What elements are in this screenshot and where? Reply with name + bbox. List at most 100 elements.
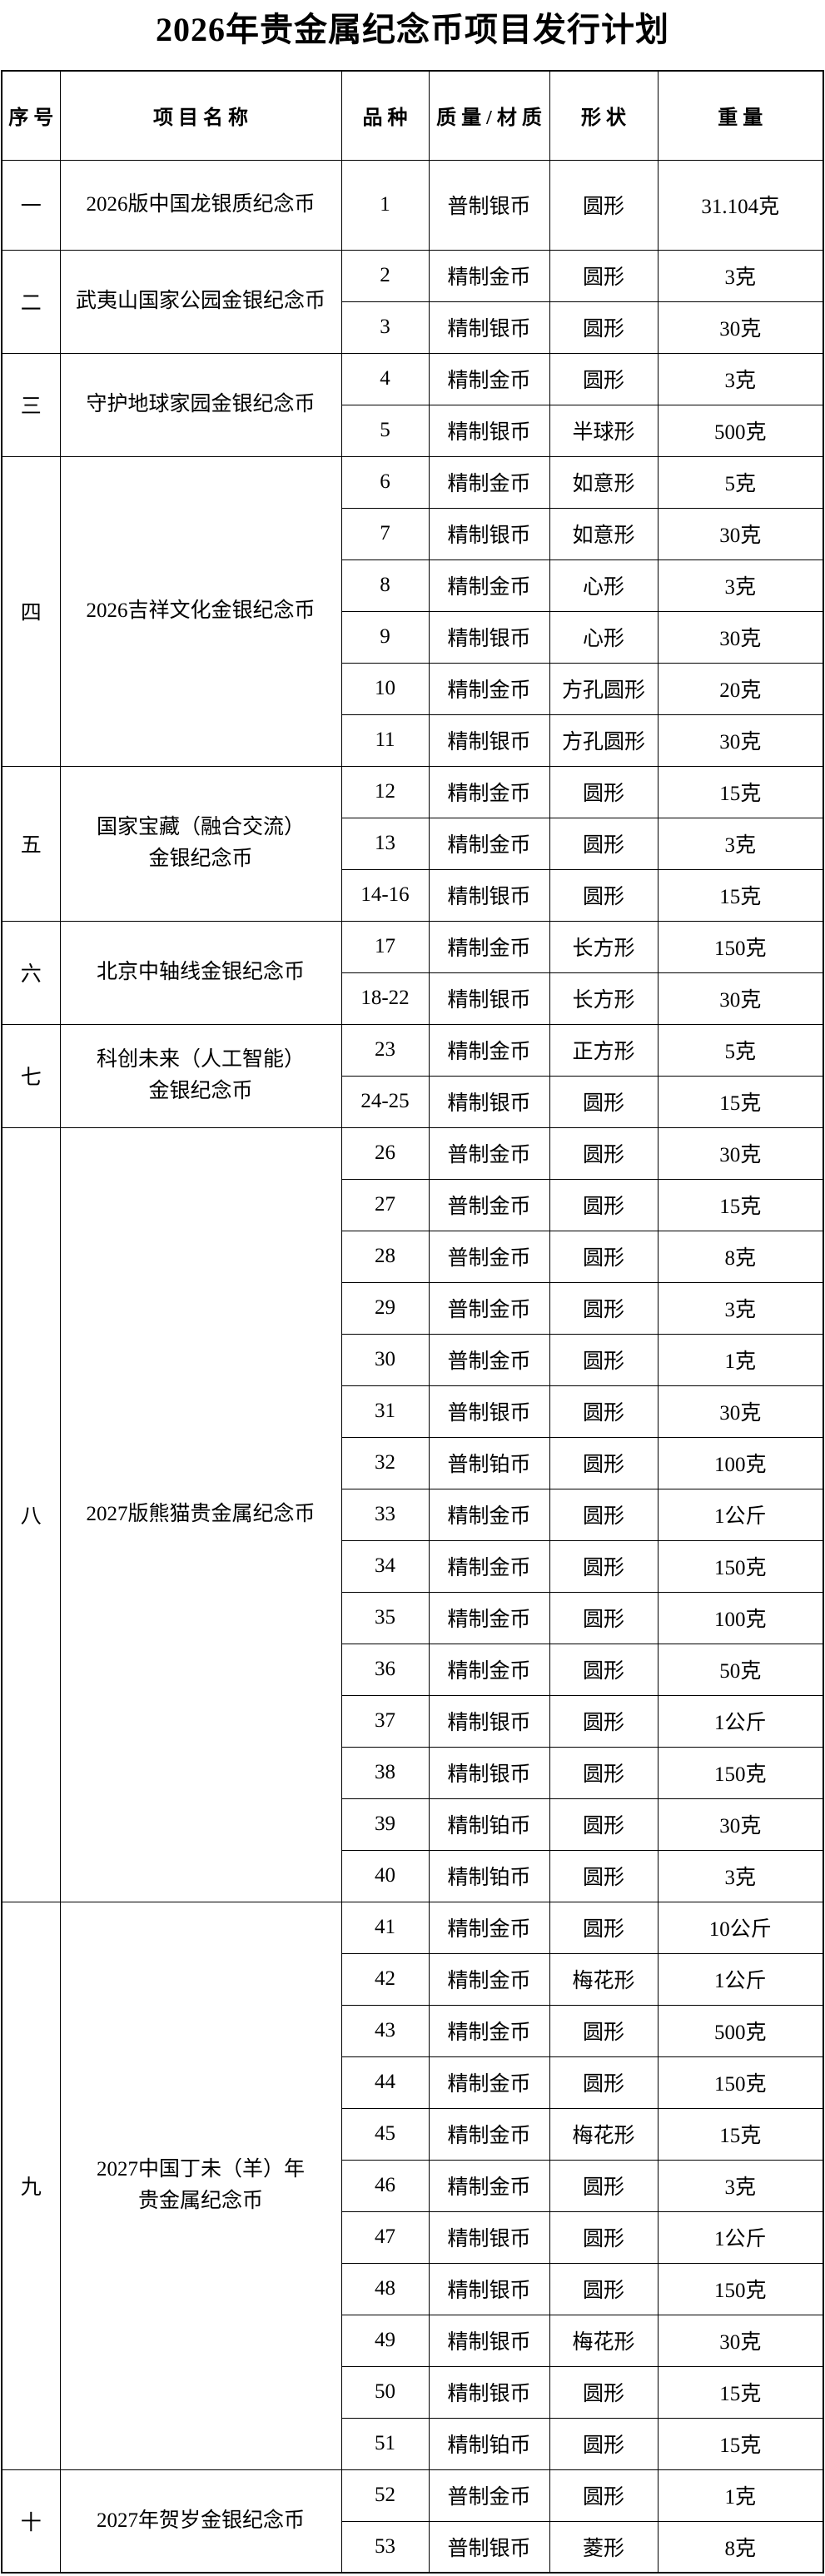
shape-cell: 圆形	[549, 352, 659, 405]
shape-cell: 梅花形	[549, 1952, 659, 2006]
variety-cell: 29	[340, 1281, 430, 1335]
variety-cell: 50	[340, 2365, 430, 2419]
weight-cell: 3克	[657, 352, 824, 405]
quality-material-cell: 精制金币	[428, 1643, 550, 1696]
variety-cell: 23	[340, 1023, 430, 1077]
table-row: 八 2027版熊猫贵金属纪念币 26 普制金币 圆形 30克	[1, 1126, 824, 1902]
weight-cell: 15克	[657, 868, 824, 922]
table-row: 49 精制银币 梅花形 30克	[2, 2314, 824, 2367]
variety-cell: 8	[340, 559, 430, 612]
table-row: 32 普制铂币 圆形 100克	[2, 1436, 824, 1489]
shape-cell: 圆形	[549, 1798, 659, 1851]
variety-cell: 48	[340, 2262, 430, 2315]
table-row: 38 精制银币 圆形 150克	[2, 1746, 824, 1799]
shape-cell: 如意形	[549, 507, 659, 560]
table-row: 13 精制金币 圆形 3克	[2, 817, 824, 870]
shape-cell: 圆形	[549, 1539, 659, 1593]
table-row: 29 普制金币 圆形 3克	[2, 1281, 824, 1335]
quality-material-cell: 精制银币	[428, 1694, 550, 1748]
quality-material-cell: 精制金币	[428, 1488, 550, 1541]
variety-cell: 43	[340, 2004, 430, 2057]
variety-cell: 39	[340, 1798, 430, 1851]
table-row: 3 精制银币 圆形 30克	[2, 301, 824, 354]
quality-material-cell: 精制银币	[428, 1746, 550, 1799]
weight-cell: 5克	[657, 455, 824, 509]
shape-cell: 圆形	[549, 1488, 659, 1541]
quality-material-cell: 精制金币	[428, 455, 550, 509]
shape-cell: 圆形	[549, 2417, 659, 2470]
quality-material-cell: 普制银币	[428, 2520, 550, 2574]
table-row: 47 精制银币 圆形 1公斤	[2, 2210, 824, 2264]
shape-cell: 圆形	[549, 1126, 659, 1180]
table-row: 43 精制金币 圆形 500克	[2, 2004, 824, 2057]
shape-cell: 心形	[549, 559, 659, 612]
variety-cell: 2	[340, 249, 430, 302]
quality-material-cell: 精制金币	[428, 1539, 550, 1593]
table-row: 37 精制银币 圆形 1公斤	[2, 1694, 824, 1748]
weight-cell: 30克	[657, 1385, 824, 1438]
quality-material-cell: 精制金币	[428, 920, 550, 973]
shape-cell: 圆形	[549, 1333, 659, 1386]
variety-cell: 1	[340, 159, 430, 251]
shape-cell: 圆形	[549, 249, 659, 302]
quality-material-cell: 普制金币	[428, 1230, 550, 1283]
weight-cell: 30克	[657, 1126, 824, 1180]
quality-material-cell: 精制银币	[428, 868, 550, 922]
header-serial-number: 序号	[1, 70, 61, 161]
quality-material-cell: 普制金币	[428, 1178, 550, 1231]
variety-cell: 32	[340, 1436, 430, 1489]
quality-material-cell: 普制金币	[428, 1126, 550, 1180]
section-index-cell: 一	[1, 159, 61, 251]
project-name-cell: 2027版熊猫贵金属纪念币	[59, 1126, 342, 1902]
weight-cell: 150克	[657, 1539, 824, 1593]
weight-cell: 1克	[657, 1333, 824, 1386]
variety-cell: 46	[340, 2159, 430, 2212]
table-row: 8 精制金币 心形 3克	[2, 559, 824, 612]
variety-cell: 41	[340, 1901, 430, 1954]
weight-cell: 1公斤	[657, 1694, 824, 1748]
table-body: 一 2026版中国龙银质纪念币 1 普制银币 圆形 31.104克二武夷山国家公园金银纪念…	[1, 159, 824, 2574]
quality-material-cell: 精制铂币	[428, 1849, 550, 1902]
table-row: 六北京中轴线金银纪念币 17 精制金币 长方形 150克	[1, 920, 824, 1025]
shape-cell: 方孔圆形	[549, 662, 659, 715]
variety-cell: 45	[340, 2107, 430, 2161]
shape-cell: 心形	[549, 610, 659, 664]
weight-cell: 20克	[657, 662, 824, 715]
weight-cell: 30克	[657, 2314, 824, 2367]
weight-cell: 31.104克	[657, 159, 824, 251]
table-row: 44 精制金币 圆形 150克	[2, 2056, 824, 2109]
table-row: 五国家宝藏（融合交流） 金银纪念币 12 精制金币 圆形 15克	[1, 765, 824, 922]
table-row: 9 精制银币 心形 30克	[2, 610, 824, 664]
quality-material-cell: 精制金币	[428, 559, 550, 612]
table-row: 48 精制银币 圆形 150克	[2, 2262, 824, 2315]
page: 2026年贵金属纪念币项目发行计划 序号 项目名称 品种 质量/材质 形状 重量…	[0, 10, 825, 2574]
table-row: 三守护地球家园金银纪念币 4 精制金币 圆形 3克	[1, 352, 824, 457]
variety-cell: 40	[340, 1849, 430, 1902]
project-name-cell: 国家宝藏（融合交流） 金银纪念币	[59, 765, 342, 922]
variety-cell: 36	[340, 1643, 430, 1696]
shape-cell: 圆形	[549, 2365, 659, 2419]
weight-cell: 3克	[657, 2159, 824, 2212]
table-row: 七科创未来（人工智能） 金银纪念币 23 精制金币 正方形 5克	[1, 1023, 824, 1128]
variety-cell: 37	[340, 1694, 430, 1748]
project-name-cell: 武夷山国家公园金银纪念币	[59, 249, 342, 354]
variety-cell: 4	[340, 352, 430, 405]
variety-cell: 42	[340, 1952, 430, 2006]
shape-cell: 圆形	[549, 2159, 659, 2212]
shape-cell: 圆形	[549, 817, 659, 870]
shape-cell: 圆形	[549, 1643, 659, 1696]
quality-material-cell: 普制金币	[428, 2469, 550, 2522]
shape-cell: 圆形	[549, 2056, 659, 2109]
shape-cell: 圆形	[549, 1436, 659, 1489]
header-project-name: 项目名称	[59, 70, 342, 161]
weight-cell: 15克	[657, 2417, 824, 2470]
quality-material-cell: 普制铂币	[428, 1436, 550, 1489]
variety-cell: 47	[340, 2210, 430, 2264]
quality-material-cell: 精制银币	[428, 301, 550, 354]
table-row: 40 精制铂币 圆形 3克	[2, 1849, 824, 1902]
variety-cell: 51	[340, 2417, 430, 2470]
project-name-cell: 2027中国丁未（羊）年 贵金属纪念币	[59, 1901, 342, 2470]
project-name-cell: 科创未来（人工智能） 金银纪念币	[59, 1023, 342, 1128]
variety-cell: 9	[340, 610, 430, 664]
weight-cell: 30克	[657, 714, 824, 767]
